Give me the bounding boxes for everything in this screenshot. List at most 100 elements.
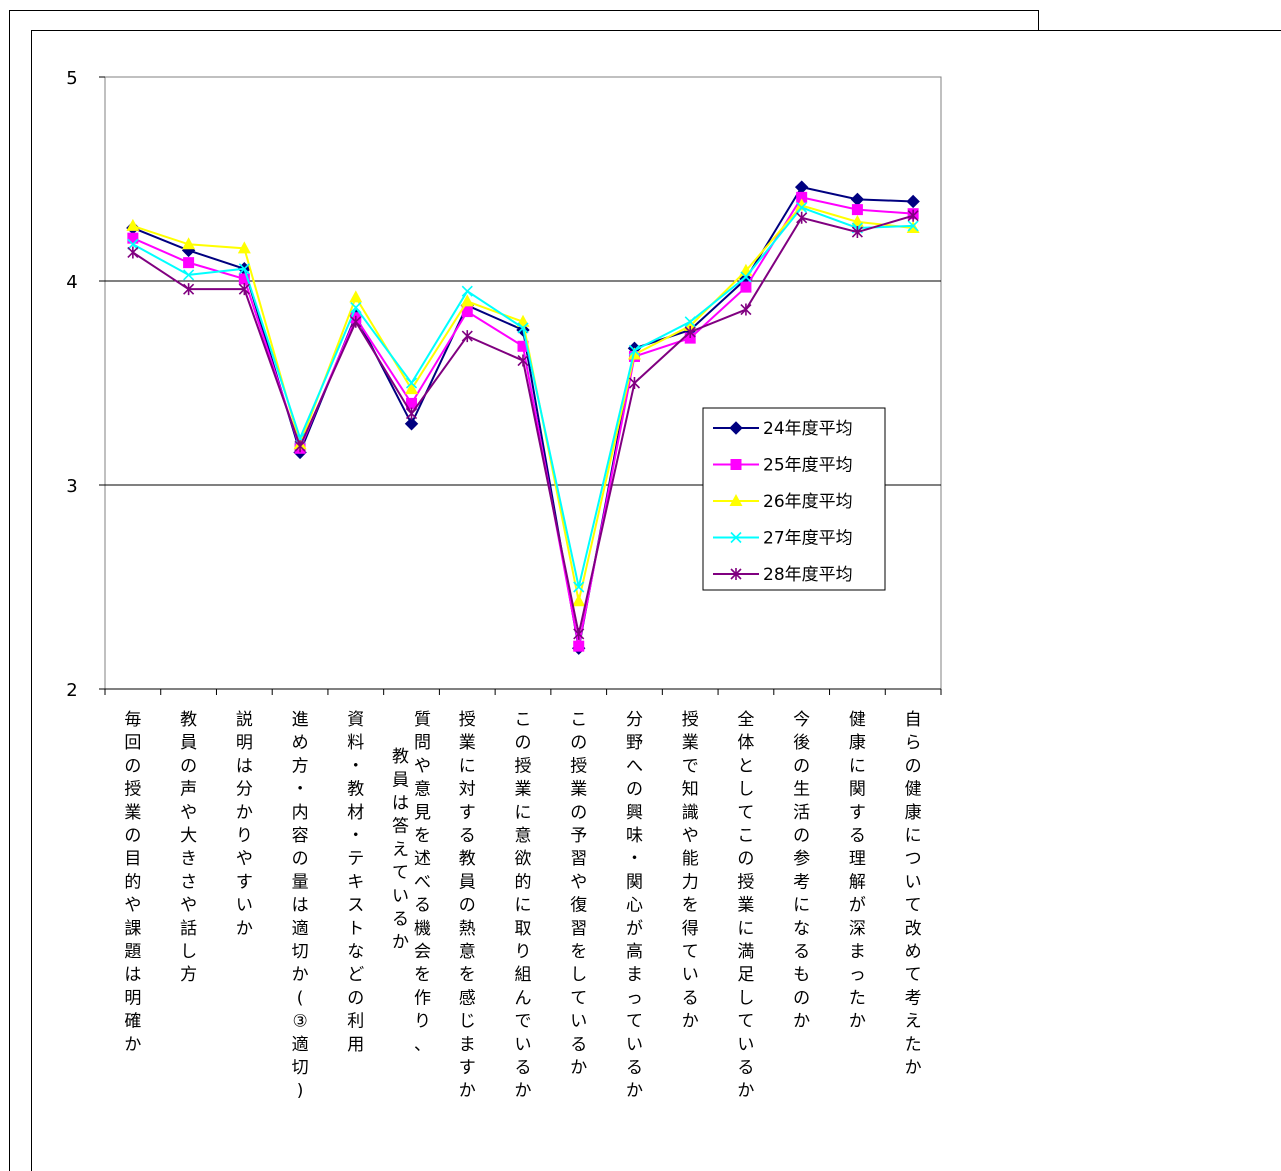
x-category-char: 分	[236, 780, 253, 800]
x-category-char: の	[515, 733, 532, 753]
x-category-char: 自	[905, 710, 922, 730]
x-category-char: 方	[292, 756, 309, 776]
x-category-char: 説	[236, 710, 253, 730]
x-category-char: 野	[626, 733, 643, 753]
x-category-char: て	[737, 803, 754, 823]
x-category-char: を	[459, 965, 476, 985]
x-category-char: 見	[414, 803, 431, 823]
data-point	[851, 204, 863, 216]
x-category-char: 力	[682, 872, 699, 892]
x-category-char: が	[849, 896, 866, 916]
data-point	[404, 417, 419, 431]
x-category-char: 熱	[459, 919, 476, 939]
data-point	[237, 241, 251, 254]
x-category-char: や	[124, 896, 141, 916]
x-category-char: 取	[515, 919, 532, 939]
data-point	[183, 269, 195, 281]
x-category-char: ど	[347, 965, 364, 985]
series-group	[126, 180, 920, 655]
x-category-char: め	[905, 942, 922, 962]
x-category-char: 、	[414, 1035, 431, 1055]
x-category-char: 方	[180, 965, 197, 985]
x-category-char: て	[682, 942, 699, 962]
x-category-char: し	[570, 965, 587, 985]
x-category-char: 健	[905, 780, 922, 800]
x-category-char: す	[236, 872, 253, 892]
x-category-char: 関	[849, 780, 866, 800]
y-axis-ticks: 2 3 4 5	[66, 68, 105, 701]
legend-label: 25年度平均	[763, 456, 853, 476]
x-category-char: か	[459, 1081, 476, 1101]
x-category-char: こ	[737, 826, 754, 846]
x-category-char: 確	[124, 1012, 141, 1032]
x-category-char: る	[414, 896, 431, 916]
x-category-char: 声	[180, 780, 197, 800]
x-category-char: を	[414, 965, 431, 985]
data-point	[684, 316, 696, 328]
x-category-char: か	[292, 965, 309, 985]
x-category-char: 的	[124, 872, 141, 892]
x-category-char: は	[292, 896, 309, 916]
x-category-char: の	[124, 756, 141, 776]
x-category-char: し	[737, 780, 754, 800]
x-category-char: か	[570, 1058, 587, 1078]
x-category-char: で	[682, 756, 699, 776]
x-category-char: め	[292, 733, 309, 753]
x-category-char: と	[737, 756, 754, 776]
data-point	[127, 238, 139, 250]
data-point	[628, 344, 641, 356]
x-category-char: や	[236, 849, 253, 869]
x-category-char: え	[392, 840, 409, 860]
data-point	[796, 211, 808, 224]
y-tick-label: 3	[66, 476, 77, 497]
x-category-char: 業	[459, 733, 476, 753]
x-category-char: 毎	[124, 710, 141, 730]
x-category-char: の	[124, 826, 141, 846]
x-category-char: 満	[737, 942, 754, 962]
x-category-char: る	[515, 1058, 532, 1078]
data-point	[405, 377, 418, 389]
x-category-char: ん	[515, 988, 532, 1008]
x-category-char: る	[570, 1035, 587, 1055]
x-category-char: に	[515, 896, 532, 916]
plot-area	[104, 76, 942, 690]
x-category-char: ら	[905, 733, 922, 753]
x-category-char: っ	[626, 988, 643, 1008]
x-category-char: る	[392, 910, 409, 930]
data-point	[729, 494, 743, 506]
x-category-char: て	[626, 1012, 643, 1032]
x-category-char: 教	[459, 849, 476, 869]
x-category-char: か	[236, 803, 253, 823]
x-category-char: ・	[347, 756, 364, 776]
x-category-char: 深	[849, 919, 866, 939]
x-category-char: た	[905, 1035, 922, 1055]
x-category-char: こ	[570, 710, 587, 730]
data-point	[796, 191, 808, 203]
x-category-char: 切	[292, 1058, 309, 1078]
x-category-char: 知	[682, 780, 699, 800]
x-category-char: 明	[236, 733, 253, 753]
x-category-char: 容	[292, 826, 309, 846]
x-category-char: 考	[793, 872, 810, 892]
x-category-char: い	[570, 1012, 587, 1032]
x-category-char: の	[793, 826, 810, 846]
data-point	[573, 640, 585, 652]
y-tick-label: 2	[66, 680, 77, 701]
x-category-char: て	[905, 896, 922, 916]
x-category-char: 業	[737, 896, 754, 916]
legend-item: 27年度平均	[713, 529, 853, 549]
x-category-char: 健	[849, 710, 866, 730]
x-category-char: 適	[292, 1035, 309, 1055]
x-category-char: ③	[292, 1012, 307, 1032]
data-point	[349, 290, 363, 303]
data-point	[730, 568, 742, 580]
x-category-char: (	[297, 988, 304, 1008]
x-category-char: 理	[849, 849, 866, 869]
x-category-char: の	[570, 733, 587, 753]
x-category-char: 課	[124, 919, 141, 939]
